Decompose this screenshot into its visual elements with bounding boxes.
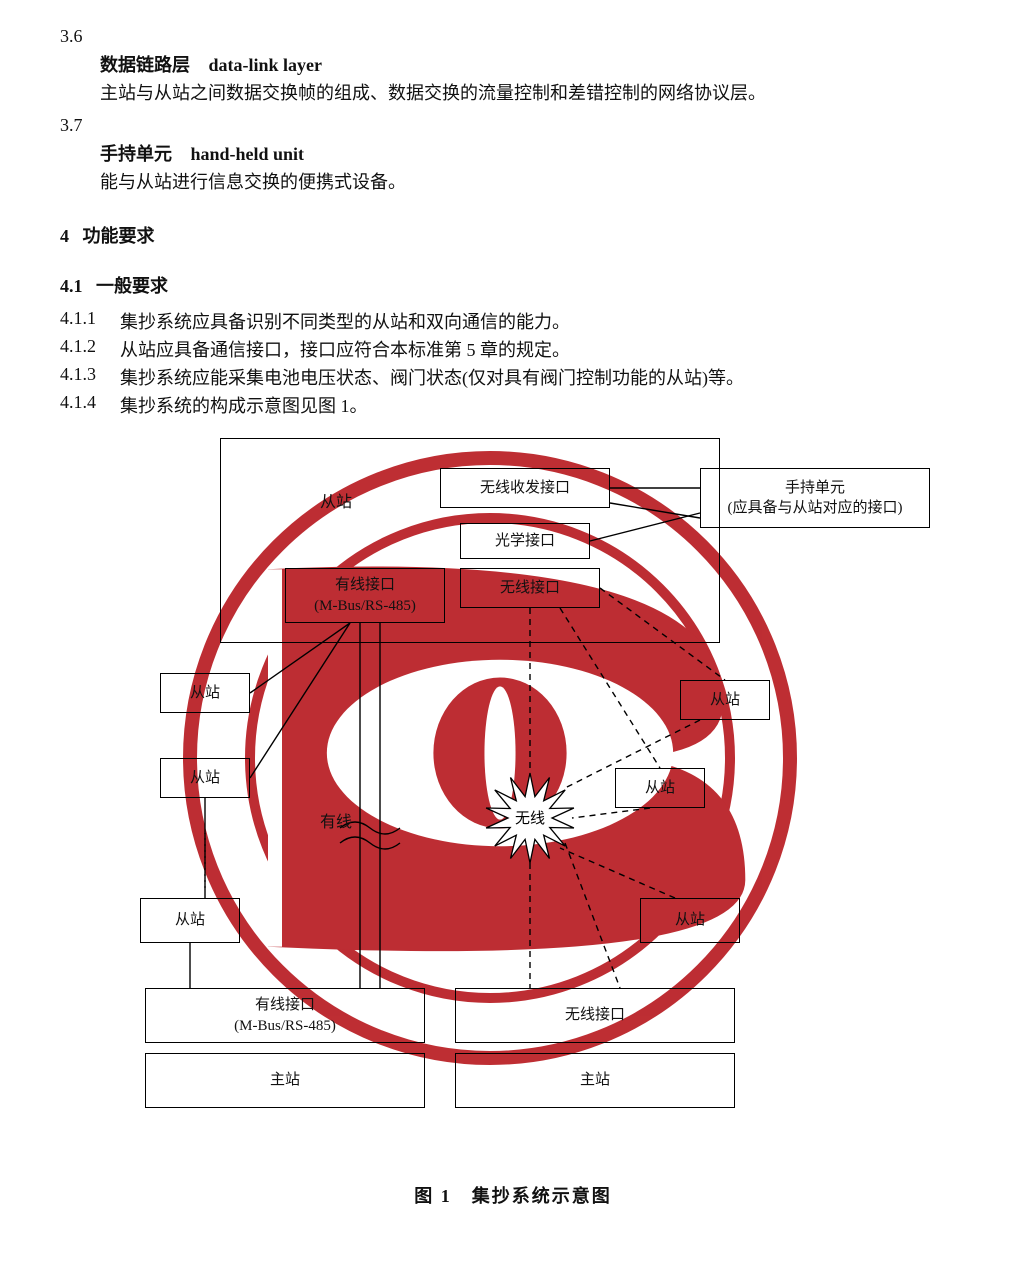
requirement-row: 4.1.1集抄系统应具备识别不同类型的从站和双向通信的能力。	[60, 308, 966, 334]
diagram-node-slave_r1: 从站	[680, 680, 770, 720]
requirement-list: 4.1.1集抄系统应具备识别不同类型的从站和双向通信的能力。4.1.2从站应具备…	[60, 308, 966, 418]
diagram-node-master_r: 主站	[455, 1053, 735, 1108]
diagram-node-wless_if_in: 无线接口	[460, 568, 600, 608]
heading-4-title: 功能要求	[83, 226, 155, 246]
diagram-node-slave_l3: 从站	[140, 898, 240, 943]
diagram-node-slave_l2: 从站	[160, 758, 250, 798]
heading-4-1: 4.1 一般要求	[60, 272, 966, 298]
heading-4-1-num: 4.1	[60, 276, 83, 296]
diagram-node-wless_if_btm: 无线接口	[455, 988, 735, 1043]
definition-3-7: 能与从站进行信息交换的便携式设备。	[100, 168, 966, 194]
term-3-7-cn: 手持单元	[100, 144, 172, 164]
diagram-node-opt_if: 光学接口	[460, 523, 590, 559]
figure-1-caption: 图 1 集抄系统示意图	[60, 1182, 966, 1208]
figure-1: 无线 从站无线收发接口光学接口无线接口有线接口(M-Bus/RS-485)手持单…	[60, 428, 940, 1168]
heading-4-num: 4	[60, 226, 69, 246]
requirement-text: 从站应具备通信接口，接口应符合本标准第 5 章的规定。	[120, 336, 966, 362]
diagram-node-slave_l1: 从站	[160, 673, 250, 713]
diagram-node-rf_if: 无线收发接口	[440, 468, 610, 508]
requirement-number: 4.1.2	[60, 336, 120, 362]
diagram-node-slave_r3: 从站	[640, 898, 740, 943]
svg-text:无线: 无线	[515, 810, 545, 827]
section-3-6-number: 3.6	[60, 26, 966, 47]
requirement-number: 4.1.4	[60, 392, 120, 418]
heading-4-1-title: 一般要求	[96, 276, 168, 296]
requirement-text: 集抄系统应具备识别不同类型的从站和双向通信的能力。	[120, 308, 966, 334]
requirement-row: 4.1.3集抄系统应能采集电池电压状态、阀门状态(仅对具有阀门控制功能的从站)等…	[60, 364, 966, 390]
heading-4: 4 功能要求	[60, 222, 966, 248]
term-3-6-en: data-link layer	[209, 55, 323, 75]
term-3-6: 数据链路层 data-link layer	[100, 51, 966, 77]
term-3-7-en: hand-held unit	[191, 144, 305, 164]
requirement-row: 4.1.2从站应具备通信接口，接口应符合本标准第 5 章的规定。	[60, 336, 966, 362]
requirement-number: 4.1.3	[60, 364, 120, 390]
term-3-7: 手持单元 hand-held unit	[100, 140, 966, 166]
requirement-number: 4.1.1	[60, 308, 120, 334]
requirement-text: 集抄系统的构成示意图见图 1。	[120, 392, 966, 418]
definition-3-6: 主站与从站之间数据交换帧的组成、数据交换的流量控制和差错控制的网络协议层。	[100, 79, 966, 105]
diagram-node-wired_label: 有线	[320, 808, 352, 832]
diagram-node-handheld: 手持单元(应具备与从站对应的接口)	[700, 468, 930, 528]
diagram-node-slave_r2: 从站	[615, 768, 705, 808]
section-3-7-number: 3.7	[60, 115, 966, 136]
term-3-6-cn: 数据链路层	[100, 55, 190, 75]
requirement-text: 集抄系统应能采集电池电压状态、阀门状态(仅对具有阀门控制功能的从站)等。	[120, 364, 966, 390]
diagram-node-wired_if_in: 有线接口(M-Bus/RS-485)	[285, 568, 445, 623]
diagram-node-slave_top_lbl: 从站	[320, 488, 352, 512]
diagram-node-master_l: 主站	[145, 1053, 425, 1108]
diagram-node-wired_if_btm: 有线接口(M-Bus/RS-485)	[145, 988, 425, 1043]
requirement-row: 4.1.4集抄系统的构成示意图见图 1。	[60, 392, 966, 418]
